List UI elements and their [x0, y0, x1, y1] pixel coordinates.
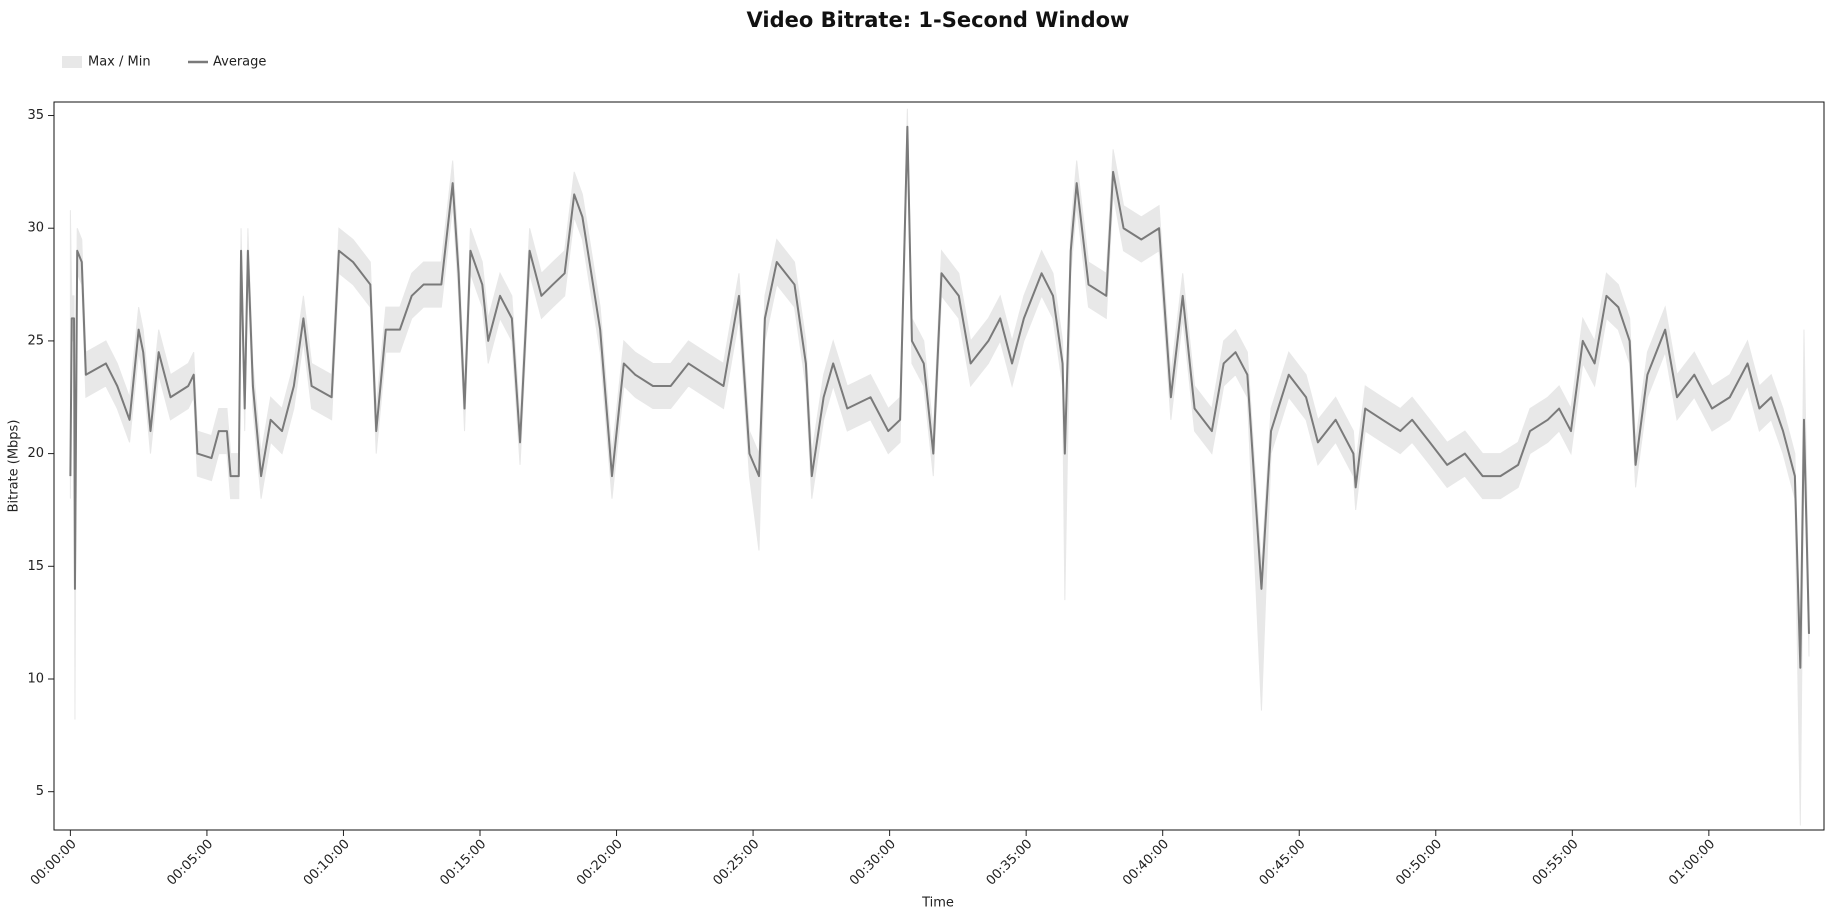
x-tick-label: 00:55:00 [1530, 837, 1582, 889]
x-tick-label: 00:00:00 [28, 837, 80, 889]
y-axis-label: Bitrate (Mbps) [7, 420, 22, 513]
x-tick-label: 00:35:00 [984, 837, 1036, 889]
x-tick-label: 00:10:00 [301, 837, 353, 889]
x-tick-label: 00:45:00 [1257, 837, 1309, 889]
min-max-band [69, 108, 1810, 826]
legend-swatch [62, 56, 82, 68]
chart-title: Video Bitrate: 1-Second Window [747, 8, 1130, 32]
x-axis-label: Time [921, 896, 954, 911]
x-tick-label: 00:05:00 [164, 837, 216, 889]
x-tick-label: 01:00:00 [1666, 837, 1718, 889]
x-tick-label: 00:25:00 [710, 837, 762, 889]
y-tick-label: 10 [27, 671, 44, 686]
legend-label: Average [213, 55, 266, 70]
plot-frame [53, 101, 1825, 831]
x-tick-label: 00:20:00 [574, 837, 626, 889]
average-line [69, 125, 1810, 669]
y-tick-label: 25 [27, 333, 44, 348]
x-tick-label: 00:50:00 [1393, 837, 1445, 889]
y-tick-label: 35 [27, 108, 44, 123]
y-tick-label: 30 [27, 221, 44, 236]
legend-label: Max / Min [88, 55, 151, 70]
y-tick-label: 20 [27, 446, 44, 461]
x-tick-label: 00:30:00 [847, 837, 899, 889]
x-tick-label: 00:40:00 [1120, 837, 1172, 889]
y-tick-label: 15 [27, 559, 44, 574]
x-tick-label: 00:15:00 [437, 837, 489, 889]
y-tick-label: 5 [36, 784, 44, 799]
